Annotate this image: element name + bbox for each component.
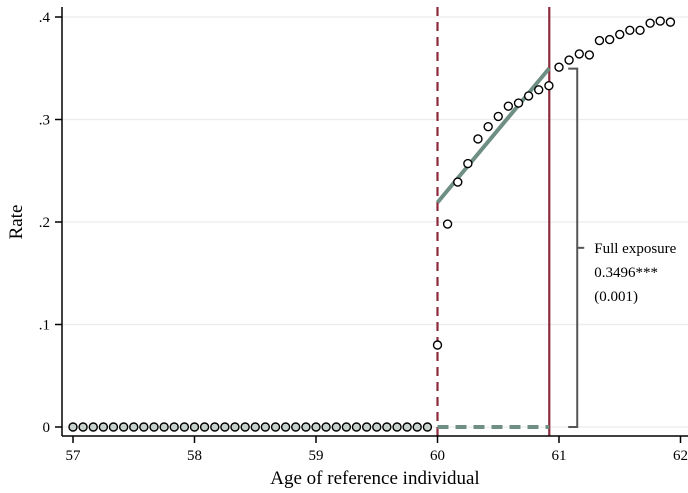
data-point <box>463 158 473 169</box>
data-point <box>554 62 564 72</box>
exposure-bracket <box>568 67 585 428</box>
y-axis-title: Rate <box>6 205 27 240</box>
data-point <box>412 422 422 432</box>
data-point <box>210 422 220 432</box>
y-tick-label: .4 <box>39 10 51 26</box>
y-tick-label: .2 <box>39 215 50 231</box>
data-point <box>98 422 109 432</box>
data-point <box>78 422 88 432</box>
data-point <box>523 91 534 101</box>
fitted-lines <box>435 66 551 429</box>
data-point <box>442 219 453 229</box>
y-tick-label: .3 <box>39 113 50 129</box>
data-point <box>645 18 655 28</box>
x-tick-label: 59 <box>309 448 324 464</box>
data-point <box>625 25 635 36</box>
data-point <box>331 422 341 432</box>
data-point <box>584 50 595 60</box>
data-point <box>432 340 443 350</box>
data-point <box>220 422 230 432</box>
x-tick-label: 62 <box>673 448 688 464</box>
data-point <box>169 422 179 432</box>
data-point <box>250 422 260 432</box>
data-point <box>301 422 311 432</box>
data-point <box>179 422 190 432</box>
x-tick-label: 61 <box>552 448 567 464</box>
data-point <box>564 55 574 65</box>
data-point <box>422 422 433 432</box>
data-point <box>382 422 392 432</box>
x-axis-title: Age of reference individual <box>270 468 479 489</box>
data-point <box>473 134 483 144</box>
annotation: Full exposure 0.3496*** (0.001) <box>594 241 676 305</box>
data-point <box>655 16 665 26</box>
data-point <box>260 422 271 432</box>
data-point <box>635 25 645 36</box>
data-point <box>159 422 169 432</box>
annotation-line: 0.3496*** <box>594 265 658 281</box>
gridlines <box>62 16 688 428</box>
data-point <box>291 422 301 432</box>
data-point <box>392 422 402 432</box>
exposure-bracket-shape <box>568 67 579 428</box>
data-point <box>311 422 321 432</box>
data-point <box>493 111 503 122</box>
ticks: 0 .1 .2 .3 .4 57 58 59 60 61 62 <box>39 10 688 464</box>
annotation-line: Full exposure <box>594 241 676 257</box>
data-point <box>483 121 493 132</box>
data-point <box>453 177 463 187</box>
data-points <box>68 16 676 432</box>
data-point <box>240 422 250 432</box>
x-tick-label: 60 <box>430 448 445 464</box>
data-point <box>118 422 129 432</box>
y-tick-label: .1 <box>39 318 50 334</box>
x-tick-label: 57 <box>66 448 82 464</box>
reference-lines <box>436 7 551 436</box>
data-point <box>544 80 554 91</box>
data-point <box>574 49 584 59</box>
data-point <box>594 35 605 46</box>
data-point <box>68 422 78 432</box>
data-point <box>270 422 281 432</box>
data-point <box>372 422 382 432</box>
data-point <box>351 422 362 432</box>
data-point <box>149 422 159 432</box>
x-tick-label: 58 <box>187 448 202 464</box>
data-point <box>503 101 514 111</box>
y-tick-label: 0 <box>43 420 51 436</box>
data-point <box>139 422 149 432</box>
data-point <box>534 85 544 95</box>
data-point <box>230 422 240 432</box>
data-point <box>199 422 210 432</box>
data-point <box>108 422 119 432</box>
data-point <box>604 34 615 45</box>
data-point <box>321 422 331 432</box>
annotation-line: (0.001) <box>594 289 638 305</box>
data-point <box>402 422 412 432</box>
data-point <box>280 422 291 432</box>
data-point <box>129 422 139 432</box>
data-point <box>88 422 98 432</box>
data-point <box>615 29 625 40</box>
data-point <box>189 422 200 432</box>
data-point <box>513 98 524 108</box>
data-point <box>665 17 676 27</box>
data-point <box>361 422 372 432</box>
data-point <box>341 422 352 432</box>
